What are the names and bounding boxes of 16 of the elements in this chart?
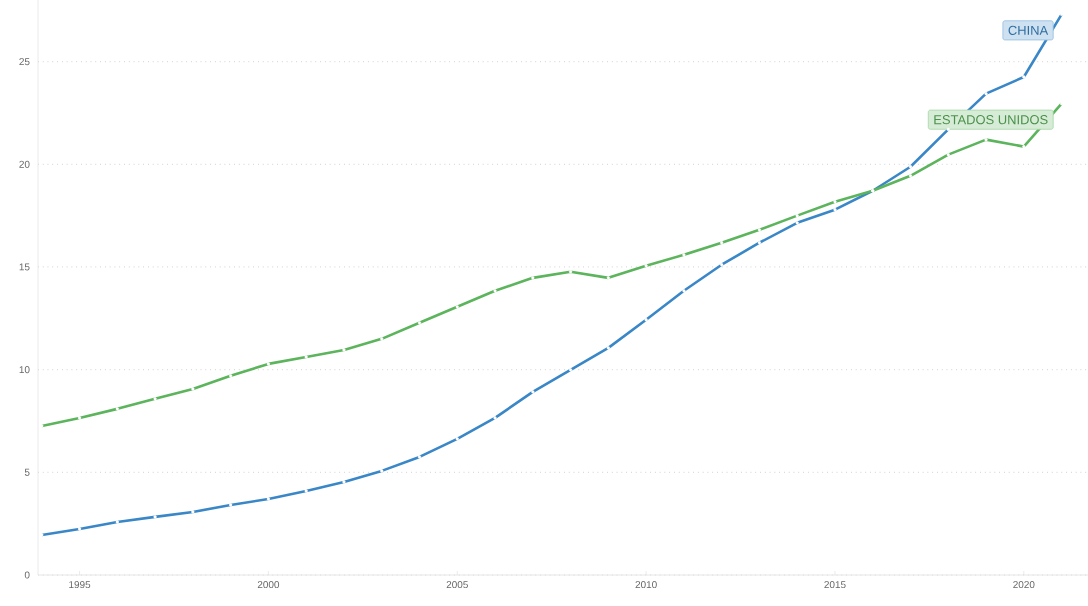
series-label: ESTADOS UNIDOS	[934, 115, 1048, 125]
x-tick-label: 2000	[257, 581, 280, 589]
x-tick-label: 2010	[635, 581, 657, 589]
y-tick-label: 5	[24, 468, 30, 476]
y-tick-label: 20	[19, 160, 30, 168]
line-series	[40, 102, 1064, 428]
x-tick-label: 1995	[69, 581, 91, 589]
y-tick-label: 0	[24, 571, 30, 579]
series-label: CHINA	[1008, 25, 1049, 35]
y-tick-label: 25	[19, 58, 30, 66]
y-tick-label: 10	[19, 366, 30, 374]
line-series	[40, 12, 1064, 537]
x-tick-label: 2020	[1013, 581, 1035, 589]
x-tick-label: 2015	[824, 581, 846, 589]
y-tick-label: 15	[19, 263, 30, 271]
x-tick-label: 2005	[446, 581, 468, 589]
